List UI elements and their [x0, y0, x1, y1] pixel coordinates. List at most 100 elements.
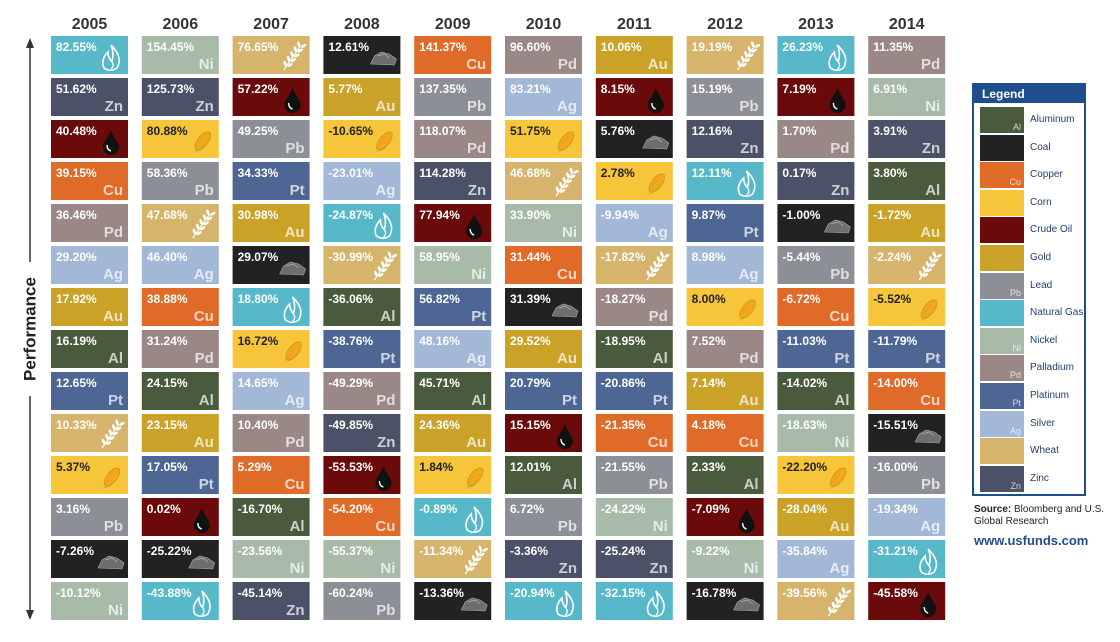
- element-symbol: Cu: [194, 308, 214, 325]
- cell-2013-wheat: -39.56%: [777, 582, 855, 620]
- year-label-2008: 2008: [344, 16, 380, 33]
- performance-chart: Performance 2005 2006 2007 2008 2009 2010 2011…: [21, 16, 946, 620]
- cell-background: [777, 288, 855, 326]
- flame-icon: [374, 212, 393, 240]
- performance-value: -9.94%: [601, 208, 639, 222]
- performance-value: 45.71%: [419, 376, 460, 390]
- cell-2010-aluminum: 12.01% Al: [505, 456, 582, 494]
- element-symbol: Pd: [285, 434, 304, 451]
- performance-value: 8.15%: [601, 82, 635, 96]
- legend-item-corn: Corn: [980, 189, 1084, 216]
- cell-2006-zinc: 125.73%Zn: [141, 78, 219, 116]
- cell-2012-lead: 15.19% Pb: [686, 78, 764, 116]
- coal-icon: [188, 555, 216, 570]
- cell-background: [141, 36, 219, 74]
- cell-2006-copper: 38.88% Cu: [141, 288, 219, 326]
- performance-value: 96.60%: [510, 40, 551, 54]
- cell-2014-platinum: -11.79% Pt: [868, 330, 946, 368]
- element-symbol: Cu: [557, 266, 577, 283]
- element-symbol: Al: [108, 350, 123, 367]
- performance-value: -24.87%: [328, 208, 373, 222]
- performance-value: 2.33%: [692, 460, 726, 474]
- element-symbol: Pd: [376, 392, 395, 409]
- performance-value: -32.15%: [601, 586, 646, 600]
- cell-background: [232, 162, 310, 200]
- performance-value: 12.16%: [692, 124, 733, 138]
- cell-background: [414, 36, 492, 74]
- element-symbol: Zn: [377, 434, 395, 451]
- performance-value: -30.99%: [328, 250, 373, 264]
- legend-swatch: Zn: [980, 465, 1024, 492]
- element-symbol: Au: [285, 224, 305, 241]
- year-labels: 2005 2006 2007 2008 2009 2010 2011 2012 2013 2014: [72, 16, 925, 33]
- element-symbol: Ag: [557, 98, 577, 115]
- cell-2007-nickel: -23.56% Ni: [232, 540, 310, 578]
- element-symbol: Ni: [562, 224, 577, 241]
- cell-2014-coal: -15.51%: [868, 414, 946, 452]
- element-symbol: Al: [199, 392, 214, 409]
- element-symbol: Au: [829, 518, 849, 535]
- performance-value: -60.24%: [328, 586, 373, 600]
- performance-value: 29.07%: [238, 250, 279, 264]
- cell-background: [686, 372, 764, 410]
- cell-2006-wheat: 47.68%: [141, 204, 219, 242]
- cell-2007-silver: 14.65% Ag: [232, 372, 310, 410]
- legend-label: Crude Oil: [1030, 224, 1073, 236]
- element-symbol: Pt: [380, 350, 395, 367]
- wheat-icon: [737, 41, 761, 71]
- cell-background: [868, 498, 946, 536]
- year-label-2012: 2012: [707, 16, 743, 33]
- element-symbol: Zn: [559, 560, 577, 577]
- cell-background: [51, 204, 128, 242]
- cell-background: [51, 372, 128, 410]
- cell-background: [595, 414, 673, 452]
- cell-background: [51, 582, 128, 620]
- wheat-icon: [283, 41, 307, 71]
- performance-value: 7.14%: [692, 376, 726, 390]
- cell-background: [232, 414, 310, 452]
- coal-icon: [279, 261, 306, 276]
- cell-background: [414, 78, 492, 116]
- performance-value: 31.39%: [510, 292, 551, 306]
- cell-background: [595, 498, 673, 536]
- cell-background: [686, 120, 764, 158]
- performance-value: 20.79%: [510, 376, 551, 390]
- cell-2009-copper: 141.37% Cu: [414, 36, 492, 74]
- performance-value: -16.70%: [238, 502, 283, 516]
- cell-background: [141, 288, 219, 326]
- performance-value: -35.84%: [782, 544, 827, 558]
- performance-value: -24.22%: [601, 502, 646, 516]
- element-symbol: Cu: [375, 518, 395, 535]
- element-symbol: Pt: [471, 308, 486, 325]
- legend-title: Legend: [974, 85, 1084, 103]
- element-symbol: Pb: [285, 140, 304, 157]
- performance-value: -21.35%: [601, 418, 646, 432]
- performance-value: -17.82%: [601, 250, 646, 264]
- legend-symbol: Al: [1012, 122, 1021, 132]
- cell-background: [51, 162, 128, 200]
- performance-value: 36.46%: [56, 208, 97, 222]
- performance-value: -43.88%: [147, 586, 192, 600]
- cell-2009-zinc: 114.28%Zn: [414, 162, 492, 200]
- cell-background: [505, 204, 582, 242]
- cell-2005-corn: 5.37%: [51, 456, 128, 494]
- performance-value: -16.00%: [873, 460, 918, 474]
- cell-2013-lead: -5.44% Pb: [777, 246, 855, 284]
- performance-value: -6.72%: [782, 292, 820, 306]
- cell-2007-coal: 29.07%: [232, 246, 310, 284]
- legend-item-lead: Pb Lead: [980, 272, 1084, 299]
- cell-2014-corn: -5.52%: [868, 288, 946, 326]
- legend-symbol: Pb: [1009, 287, 1021, 298]
- cell-2014-lead: -16.00%Pb: [868, 456, 946, 494]
- cell-background: [51, 246, 128, 284]
- performance-value: 39.15%: [56, 166, 97, 180]
- legend-item-crude-oil: Crude Oil: [980, 217, 1084, 244]
- coal-icon: [460, 597, 488, 612]
- cell-background: [595, 540, 673, 578]
- element-symbol: Pd: [195, 350, 214, 367]
- element-symbol: Pt: [108, 392, 123, 409]
- year-label-2007: 2007: [253, 16, 289, 33]
- legend-label: Nickel: [1030, 334, 1058, 346]
- cell-2006-coal: -25.22%: [141, 540, 219, 578]
- element-symbol: Pt: [653, 392, 668, 409]
